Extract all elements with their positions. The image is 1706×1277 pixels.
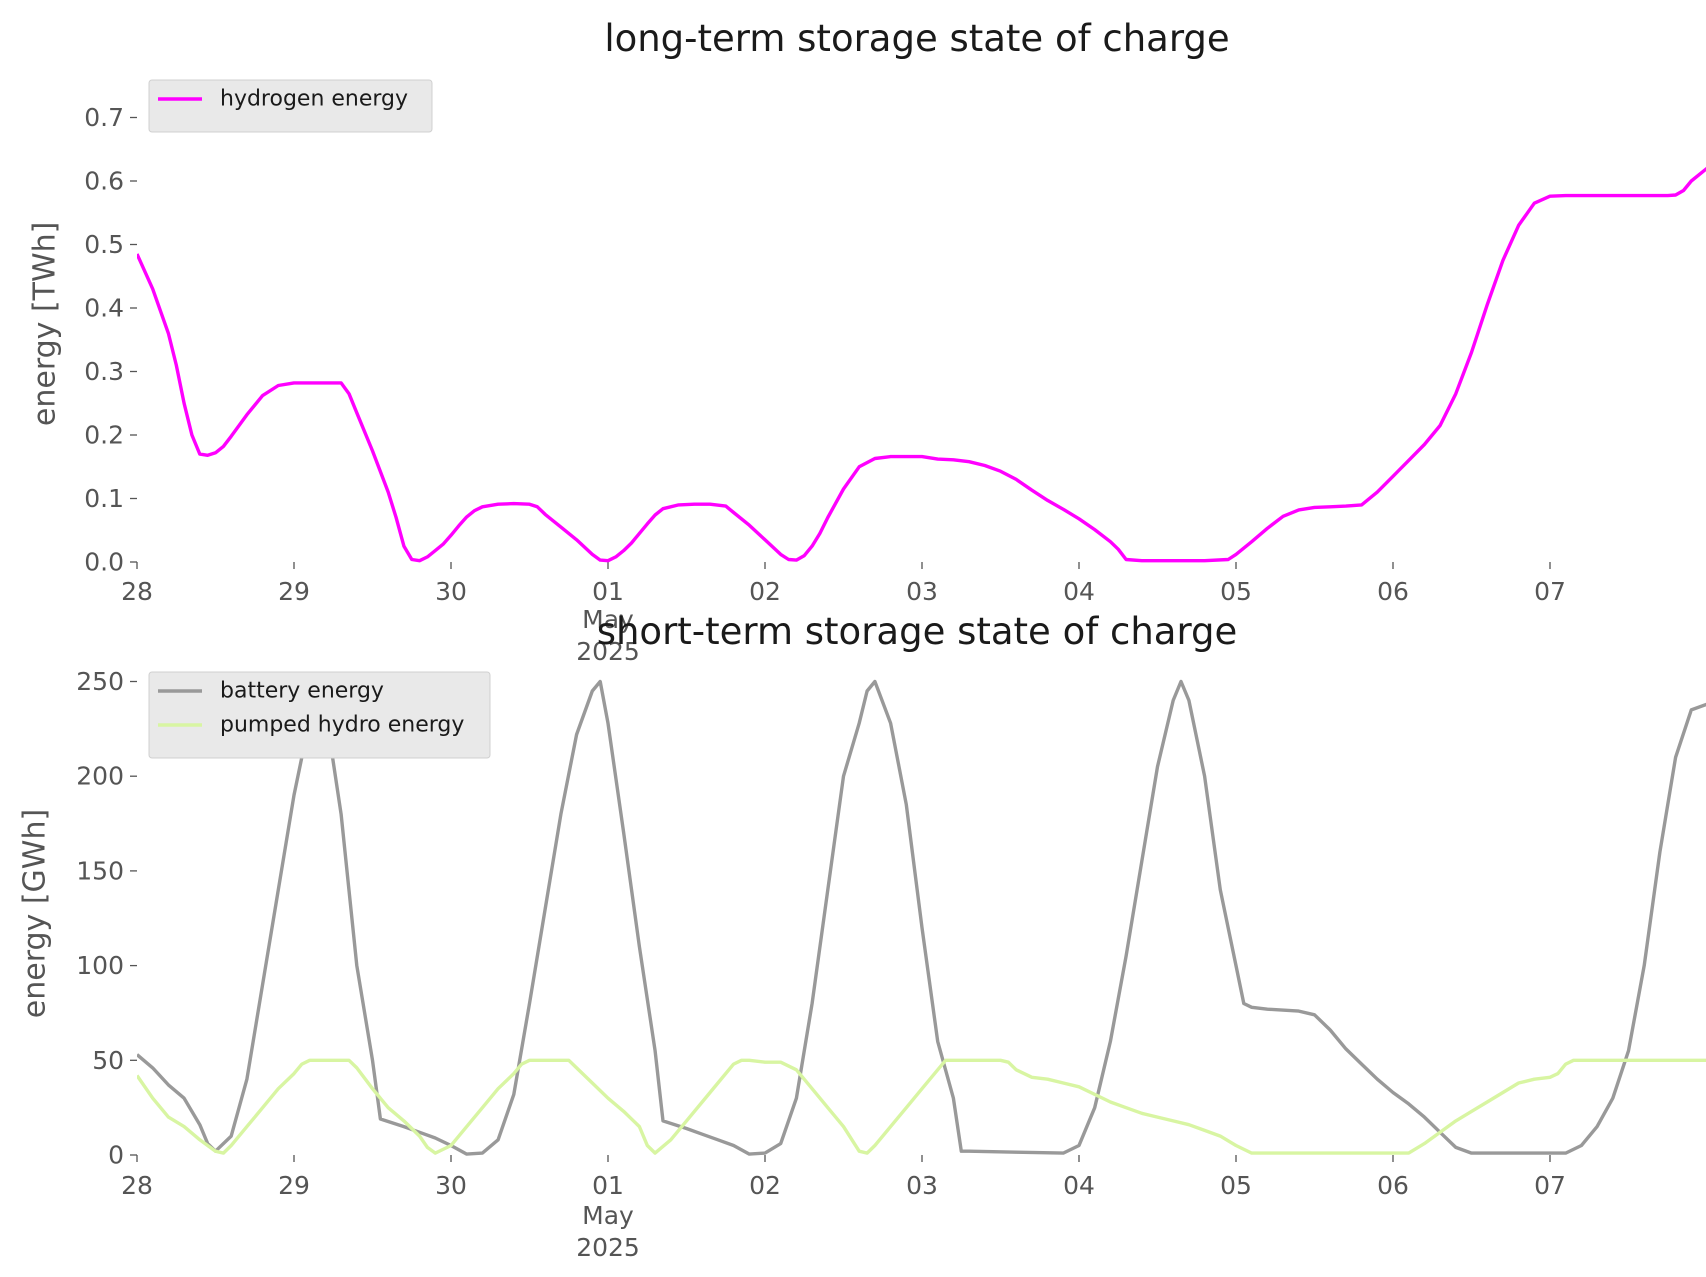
x-tick-label: 29 xyxy=(278,577,310,606)
series-line-1 xyxy=(137,1058,1706,1155)
x-tick-label: 07 xyxy=(1534,577,1566,606)
x-tick-label: 04 xyxy=(1063,577,1095,606)
x-tick-label: 30 xyxy=(435,1171,467,1200)
legend-label: battery energy xyxy=(220,679,384,704)
chart-title: long-term storage state of charge xyxy=(604,17,1229,60)
y-tick-label: 0.7 xyxy=(84,103,124,132)
x-tick-label: 06 xyxy=(1377,577,1409,606)
y-tick-label: 150 xyxy=(76,856,124,885)
x-tick-label: 29 xyxy=(278,1171,310,1200)
series-line-0 xyxy=(137,166,1706,563)
x-tick-label: 02 xyxy=(749,577,781,606)
x-ticks: 28 29 30 01 02 03 04 05 06 07 May 2025 xyxy=(121,1155,1566,1262)
x-tick-sublabel: May xyxy=(582,605,634,634)
series-line-0 xyxy=(137,679,1706,1156)
x-tick-sublabel: 2025 xyxy=(576,1233,640,1262)
x-tick-label: 28 xyxy=(121,577,153,606)
x-tick-label: 06 xyxy=(1377,1171,1409,1200)
y-tick-label: 100 xyxy=(76,951,124,980)
x-tick-label: 07 xyxy=(1534,1171,1566,1200)
x-tick-label: 04 xyxy=(1063,1171,1095,1200)
x-tick-sublabel: 2025 xyxy=(576,637,640,666)
y-tick-label: 200 xyxy=(76,762,124,791)
y-ticks: 0.0 0.1 0.2 0.3 0.4 0.5 0.6 0.7 xyxy=(84,103,137,577)
x-tick-label: 01 xyxy=(592,1171,624,1200)
y-tick-label: 50 xyxy=(92,1046,124,1075)
x-ticks: 28 29 30 01 02 03 04 05 06 07 May 2025 xyxy=(121,562,1566,666)
legend: battery energy pumped hydro energy xyxy=(148,671,491,759)
legend-label: hydrogen energy xyxy=(220,87,408,112)
x-tick-label: 03 xyxy=(906,1171,938,1200)
x-tick-label: 28 xyxy=(121,1171,153,1200)
y-ticks: 0 50 100 150 200 250 xyxy=(76,667,137,1170)
legend-box xyxy=(148,79,433,133)
legend: hydrogen energy xyxy=(148,79,433,133)
chart-short-term-storage: short-term storage state of charge energ… xyxy=(18,610,1706,1262)
y-tick-label: 250 xyxy=(76,667,124,696)
y-tick-label: 0 xyxy=(108,1141,124,1170)
x-tick-label: 05 xyxy=(1220,1171,1252,1200)
chart-title: short-term storage state of charge xyxy=(597,610,1238,653)
y-tick-label: 0.6 xyxy=(84,167,124,196)
series-lines xyxy=(137,166,1706,563)
y-tick-label: 0.3 xyxy=(84,357,124,386)
series-lines xyxy=(137,679,1706,1156)
y-tick-label: 0.1 xyxy=(84,484,124,513)
y-axis-label: energy [GWh] xyxy=(18,809,53,1018)
y-axis-label: energy [TWh] xyxy=(28,222,63,426)
y-tick-label: 0.0 xyxy=(84,548,124,577)
x-tick-sublabel: May xyxy=(582,1201,634,1230)
x-tick-label: 05 xyxy=(1220,577,1252,606)
y-tick-label: 0.4 xyxy=(84,294,124,323)
x-tick-label: 03 xyxy=(906,577,938,606)
x-tick-label: 02 xyxy=(749,1171,781,1200)
x-tick-label: 30 xyxy=(435,577,467,606)
x-tick-label: 01 xyxy=(592,577,624,606)
legend-box xyxy=(148,671,491,759)
legend-label: pumped hydro energy xyxy=(220,713,464,738)
y-tick-label: 0.5 xyxy=(84,230,124,259)
y-tick-label: 0.2 xyxy=(84,421,124,450)
chart-long-term-storage: long-term storage state of charge energy… xyxy=(28,17,1706,666)
